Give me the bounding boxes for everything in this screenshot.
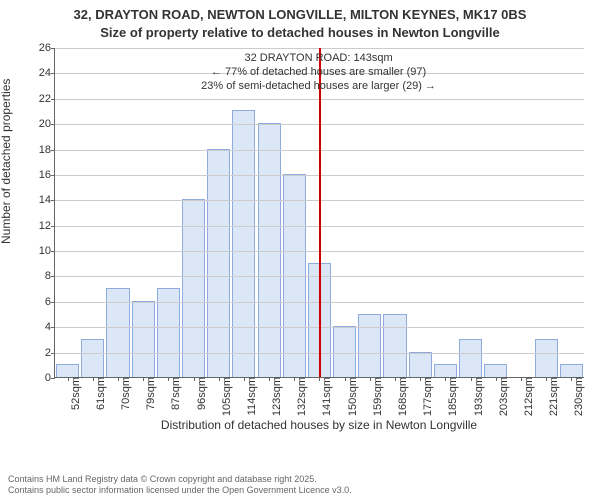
y-tick-mark bbox=[51, 175, 55, 176]
y-tick-mark bbox=[51, 302, 55, 303]
y-tick-label: 12 bbox=[25, 220, 51, 232]
y-tick-mark bbox=[51, 48, 55, 49]
y-tick-mark bbox=[51, 124, 55, 125]
histogram-bar bbox=[434, 364, 457, 377]
histogram-bar bbox=[535, 339, 558, 377]
annotation-smaller: ← 77% of detached houses are smaller (97… bbox=[201, 66, 436, 80]
x-tick-label: 168sqm bbox=[391, 377, 409, 416]
annotation-title: 32 DRAYTON ROAD: 143sqm bbox=[201, 52, 436, 66]
y-tick-label: 14 bbox=[25, 194, 51, 206]
title-line-1: 32, DRAYTON ROAD, NEWTON LONGVILLE, MILT… bbox=[0, 6, 600, 24]
histogram-bar bbox=[560, 364, 583, 377]
x-tick-label: 79sqm bbox=[139, 377, 157, 410]
chart-area: Number of detached properties 52sqm61sqm… bbox=[0, 44, 600, 444]
x-tick-label: 203sqm bbox=[492, 377, 510, 416]
y-tick-mark bbox=[51, 327, 55, 328]
x-tick-label: 105sqm bbox=[215, 377, 233, 416]
x-tick-label: 212sqm bbox=[517, 377, 535, 416]
y-tick-label: 10 bbox=[25, 245, 51, 257]
y-tick-label: 8 bbox=[25, 270, 51, 282]
histogram-bar bbox=[383, 314, 406, 377]
y-tick-mark bbox=[51, 200, 55, 201]
y-tick-mark bbox=[51, 150, 55, 151]
x-tick-label: 87sqm bbox=[164, 377, 182, 410]
x-tick-label: 159sqm bbox=[366, 377, 384, 416]
y-tick-label: 4 bbox=[25, 321, 51, 333]
y-tick-label: 26 bbox=[25, 42, 51, 54]
histogram-bar bbox=[132, 301, 155, 377]
y-tick-label: 18 bbox=[25, 144, 51, 156]
footer-line-2: Contains public sector information licen… bbox=[8, 485, 352, 496]
chart-title: 32, DRAYTON ROAD, NEWTON LONGVILLE, MILT… bbox=[0, 0, 600, 41]
y-tick-label: 6 bbox=[25, 296, 51, 308]
y-tick-label: 16 bbox=[25, 169, 51, 181]
y-tick-label: 2 bbox=[25, 347, 51, 359]
x-tick-label: 185sqm bbox=[441, 377, 459, 416]
y-tick-label: 22 bbox=[25, 93, 51, 105]
x-tick-label: 123sqm bbox=[265, 377, 283, 416]
x-tick-label: 52sqm bbox=[64, 377, 82, 410]
x-tick-label: 132sqm bbox=[290, 377, 308, 416]
histogram-bar bbox=[81, 339, 104, 377]
x-tick-label: 150sqm bbox=[341, 377, 359, 416]
y-tick-mark bbox=[51, 226, 55, 227]
x-tick-label: 114sqm bbox=[240, 377, 258, 415]
y-axis-label: Number of detached properties bbox=[0, 79, 13, 244]
x-tick-label: 61sqm bbox=[89, 377, 107, 410]
x-tick-label: 70sqm bbox=[114, 377, 132, 410]
y-tick-label: 0 bbox=[25, 372, 51, 384]
footer-line-1: Contains HM Land Registry data © Crown c… bbox=[8, 474, 352, 485]
y-tick-mark bbox=[51, 251, 55, 252]
y-tick-label: 24 bbox=[25, 67, 51, 79]
x-tick-label: 177sqm bbox=[416, 377, 434, 416]
y-tick-mark bbox=[51, 99, 55, 100]
x-axis-label: Distribution of detached houses by size … bbox=[54, 418, 584, 432]
x-tick-label: 141sqm bbox=[315, 377, 333, 416]
x-tick-label: 230sqm bbox=[567, 377, 585, 416]
footer-attribution: Contains HM Land Registry data © Crown c… bbox=[8, 474, 352, 497]
x-tick-label: 221sqm bbox=[542, 377, 560, 416]
histogram-bar bbox=[56, 364, 79, 377]
annotation-larger: 23% of semi-detached houses are larger (… bbox=[201, 80, 436, 94]
plot-area: 52sqm61sqm70sqm79sqm87sqm96sqm105sqm114s… bbox=[54, 48, 584, 378]
reference-line bbox=[319, 48, 321, 377]
x-tick-label: 96sqm bbox=[190, 377, 208, 410]
y-tick-mark bbox=[51, 353, 55, 354]
y-tick-label: 20 bbox=[25, 118, 51, 130]
y-tick-mark bbox=[51, 378, 55, 379]
reference-annotation: 32 DRAYTON ROAD: 143sqm← 77% of detached… bbox=[201, 52, 436, 93]
histogram-bar bbox=[484, 364, 507, 377]
histogram-bar bbox=[409, 352, 432, 377]
x-tick-label: 193sqm bbox=[467, 377, 485, 416]
y-tick-mark bbox=[51, 276, 55, 277]
histogram-bar bbox=[207, 149, 230, 377]
histogram-bar bbox=[333, 326, 356, 377]
title-line-2: Size of property relative to detached ho… bbox=[0, 24, 600, 42]
y-tick-mark bbox=[51, 73, 55, 74]
histogram-bar bbox=[459, 339, 482, 377]
histogram-bar bbox=[358, 314, 381, 377]
